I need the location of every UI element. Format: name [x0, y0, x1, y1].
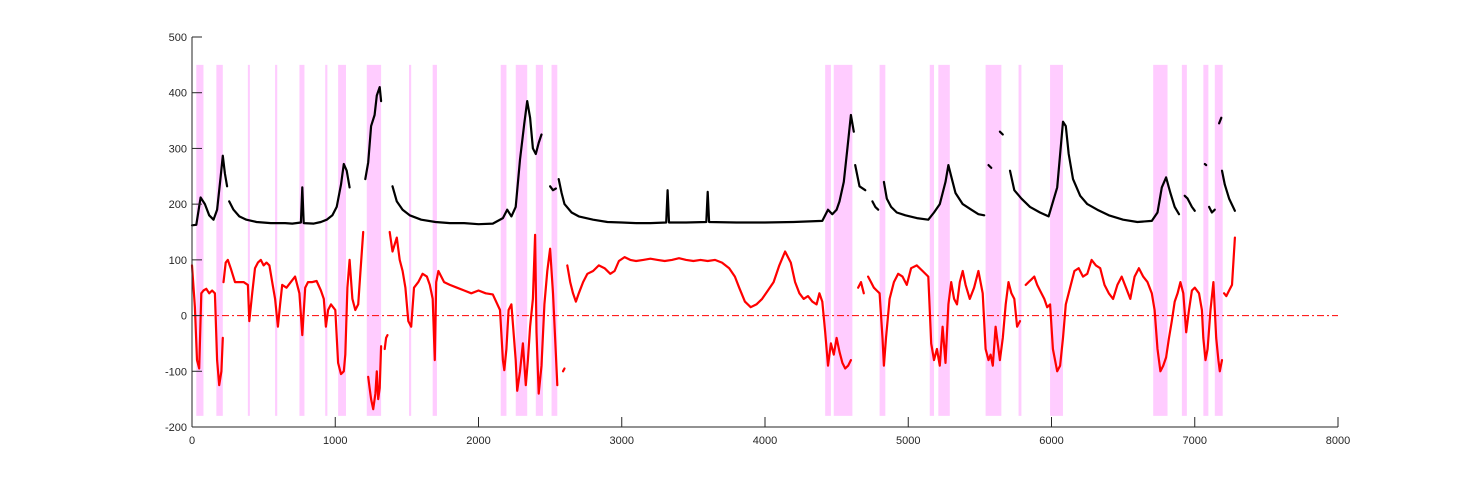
shaded-bands: [196, 64, 1223, 416]
series-0-segment-11: [1008, 120, 1181, 224]
series-0-segment-0: [190, 154, 229, 227]
shaded-band-11: [515, 64, 528, 416]
shaded-band-16: [879, 64, 886, 416]
shaded-band-12: [535, 64, 543, 416]
series-1-segment-5: [561, 367, 566, 373]
series-1-segment-4: [388, 230, 559, 395]
series-0-segment-5: [557, 113, 855, 225]
series-1-segment-10: [1222, 236, 1237, 298]
shaded-band-18: [938, 64, 950, 416]
series-1: [190, 230, 1237, 411]
shaded-band-6: [338, 64, 346, 416]
x-tick-label-0: 0: [189, 435, 195, 447]
series-1-segment-2: [367, 345, 383, 411]
shaded-band-19: [985, 64, 1002, 416]
series-1-segment-9: [1024, 258, 1224, 373]
shaded-band-23: [1181, 64, 1187, 416]
shaded-band-8: [409, 64, 412, 416]
series-1-segment-0: [190, 264, 224, 387]
series-1-segment-1: [222, 230, 365, 376]
series-0-segment-6: [854, 164, 867, 192]
y-tick-label-100: 100: [169, 255, 187, 267]
series-0-segment-14: [1207, 205, 1216, 214]
x-tick-label-2000: 2000: [466, 435, 490, 447]
shaded-band-25: [1214, 64, 1223, 416]
shaded-band-10: [500, 64, 507, 416]
x-tick-label-6000: 6000: [1039, 435, 1063, 447]
series-0-segment-9: [987, 164, 993, 169]
y-tick-label-300: 300: [169, 143, 187, 155]
shaded-band-2: [247, 64, 250, 416]
shaded-band-17: [929, 64, 935, 416]
shaded-band-5: [325, 64, 328, 416]
series-0-segment-1: [228, 162, 351, 225]
axes: 0 1000 2000 3000 4000 5000 6000 7000 8000-200-10…: [165, 32, 1350, 447]
shaded-band-4: [299, 64, 305, 416]
series-lines: [190, 85, 1237, 411]
series-0-segment-3: [391, 99, 543, 226]
x-tick-label-8000: 8000: [1326, 435, 1350, 447]
x-tick-label-7000: 7000: [1183, 435, 1207, 447]
x-tick-label-3000: 3000: [610, 435, 634, 447]
y-tick-label--100: -100: [165, 366, 187, 378]
series-0-segment-13: [1203, 162, 1208, 167]
series-0-segment-4: [548, 185, 558, 192]
shaded-band-14: [825, 64, 831, 416]
shaded-band-1: [216, 64, 223, 416]
series-0-segment-2: [364, 85, 383, 181]
shaded-band-0: [196, 64, 204, 416]
y-tick-label--200: -200: [165, 422, 187, 434]
shaded-band-7: [366, 64, 382, 416]
series-0-segment-16: [1220, 169, 1237, 212]
series-0-segment-8: [882, 164, 986, 221]
x-tick-label-4000: 4000: [753, 435, 777, 447]
series-1-segment-6: [566, 250, 853, 370]
y-tick-label-200: 200: [169, 199, 187, 211]
series-1-segment-8: [866, 264, 1022, 367]
series-0-segment-7: [871, 200, 880, 211]
shaded-band-13: [551, 64, 558, 416]
series-0-segment-10: [998, 130, 1004, 136]
shaded-band-3: [275, 64, 278, 416]
shaded-band-24: [1203, 64, 1209, 416]
series-1-segment-3: [383, 334, 389, 351]
y-tick-label-500: 500: [169, 32, 187, 44]
series-0-segment-12: [1183, 194, 1196, 212]
y-tick-label-0: 0: [181, 311, 187, 323]
series-0-segment-15: [1217, 116, 1223, 125]
shaded-band-9: [432, 64, 437, 416]
x-tick-label-5000: 5000: [896, 435, 920, 447]
series-0: [190, 85, 1237, 227]
series-1-segment-7: [856, 281, 865, 295]
x-tick-label-1000: 1000: [323, 435, 347, 447]
y-tick-label-400: 400: [169, 88, 187, 100]
shaded-band-20: [1018, 64, 1022, 416]
